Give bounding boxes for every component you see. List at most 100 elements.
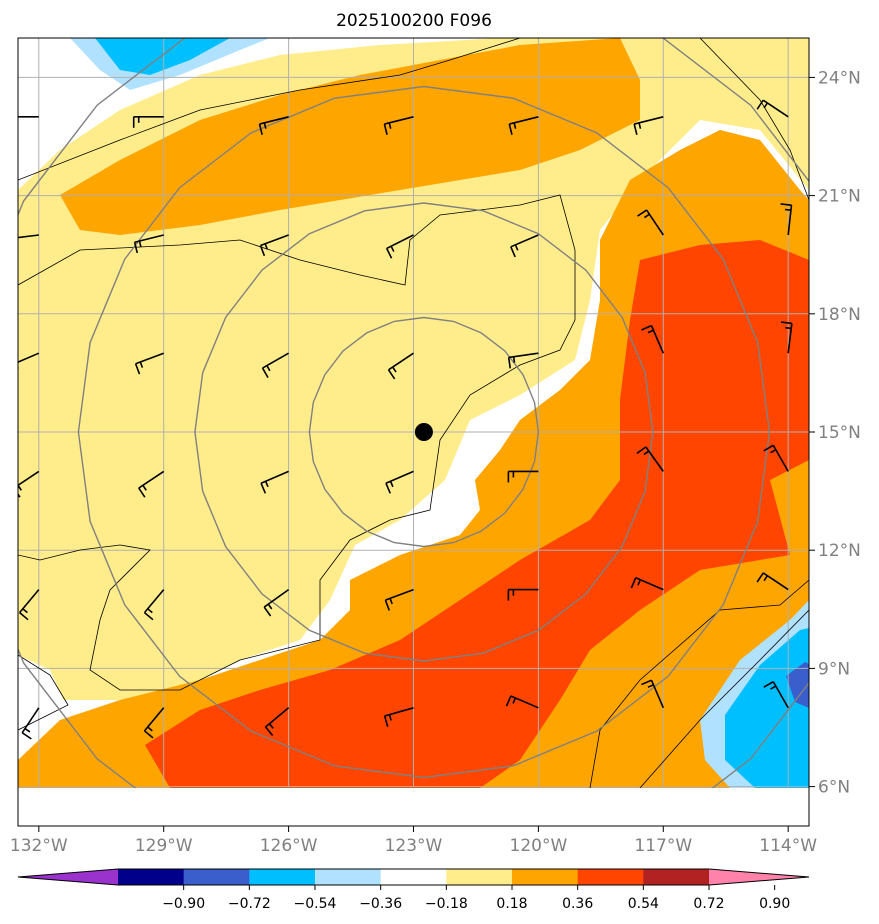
contour-yellow-south [18,540,150,690]
lat-tick-label: 15°N [818,423,861,443]
wind-barb-half-flag [785,326,792,330]
wind-barb-shaft [143,707,165,732]
wind-barb-flag [763,681,774,688]
wind-barb-flag [756,572,764,583]
wind-barb [780,203,793,236]
wind-barb-flag [384,599,391,611]
wind-barb [263,588,290,617]
wind-barb [641,679,665,709]
range-ring [77,85,771,779]
wind-barb-half-flag [22,608,28,614]
colorbar-extend-low [18,869,118,885]
contour-line-southeast-blue [639,609,809,788]
wind-barb-half-flag [18,484,23,491]
colorbar-swatch [512,869,579,885]
wind-barb [505,695,539,709]
wind-barb-flag [11,365,15,375]
colorbar-label: 0.54 [628,896,659,912]
colorbar-label: −0.72 [228,896,271,912]
wind-barb [637,209,664,236]
wind-barb-shaft [259,116,289,125]
wind-barb-half-flag [264,480,269,488]
storm-center-marker [414,423,433,441]
map-title: 2025100200 F096 [336,11,492,31]
wind-barb-flag [264,726,274,736]
wind-barb [18,116,39,118]
wind-barb-half-flag [784,208,792,211]
lat-tick-label: 24°N [818,68,861,88]
contour-line-southwest [18,654,69,731]
lat-tick-label: 9°N [818,659,850,679]
wind-barb-half-flag [514,244,519,251]
lon-tick-label: 132°W [10,836,68,856]
wind-barb [264,707,290,736]
wind-barb [383,116,414,135]
lat-tick-label: 18°N [818,305,861,325]
colorbar-label: −0.90 [162,896,205,912]
wind-barb-flag [756,99,764,110]
wind-barb-flag [637,209,648,217]
wind-barb [14,234,39,244]
wind-barb-flag [138,487,146,498]
colorbar-swatch [118,869,185,885]
colorbar-swatch [643,869,710,885]
wind-barb-half-flag [147,608,153,614]
wind-barb [756,99,789,118]
wind-barb [507,470,539,483]
wind-barb-flag [383,715,389,727]
colorbar-swatch [446,869,513,885]
contour-orange-north [60,38,640,235]
wind-barb [780,321,793,354]
colorbar-label: 0.90 [759,896,790,912]
contour-line-east [699,38,809,201]
wind-barb-half-flag [388,714,392,721]
contour-line-inner [18,194,576,691]
wind-barb-half-flag [643,450,650,456]
wind-barb-half-flag [268,723,274,729]
colorbar-swatch [183,869,250,885]
wind-barb-half-flag [139,361,144,368]
contour-white-southwest [18,655,68,740]
lon-tick-label: 123°W [385,836,443,856]
wind-barbs [11,99,793,740]
wind-barb-half-flag [763,102,769,109]
wind-barb [11,352,40,375]
wind-barb-flag [134,363,141,375]
longitude-axis: 132°W 129°W 126°W 123°W 120°W 117°W 114°W [10,826,817,856]
wind-barb-half-flag [14,238,15,244]
lon-tick-label: 120°W [510,836,568,856]
contour-blue-north [95,38,230,75]
colorbar-swatch [380,869,447,885]
wind-barb-flag [143,730,154,739]
wind-barb-half-flag [638,122,642,129]
wind-barb [507,588,539,601]
wind-barb [385,234,414,259]
lat-tick-label: 6°N [818,778,850,798]
wind-barb-half-flag [770,448,777,454]
colorbar-label: 0.36 [562,896,593,912]
wind-barb-flag [630,577,637,589]
lat-tick-label: 12°N [818,541,861,561]
wind-barb [507,352,539,369]
wind-barb [133,234,164,254]
contour-darkblue-southeast [786,662,809,708]
wind-barb [143,707,165,739]
wind-barb-half-flag [147,726,153,732]
wind-barb [756,572,789,591]
lon-tick-label: 117°W [634,836,692,856]
lon-tick-label: 114°W [759,836,817,856]
wind-barb-flag [763,444,774,452]
colorbar-label: 0.18 [496,896,527,912]
range-rings [18,38,809,788]
wind-barb-half-flag [389,598,393,605]
wind-barb-half-flag [513,122,517,129]
wind-barb [630,577,664,591]
colorbar: −0.90 −0.72 −0.54 −0.36 −0.18 0.18 0.36 0.54 0.7… [17,868,810,912]
wind-barb-flag [780,321,793,325]
wind-barb-flag [259,245,266,257]
contour-line-north [18,38,521,181]
lat-tick-label: 21°N [818,187,861,207]
wind-barb-shaft [18,352,40,363]
wind-barb [134,352,164,375]
